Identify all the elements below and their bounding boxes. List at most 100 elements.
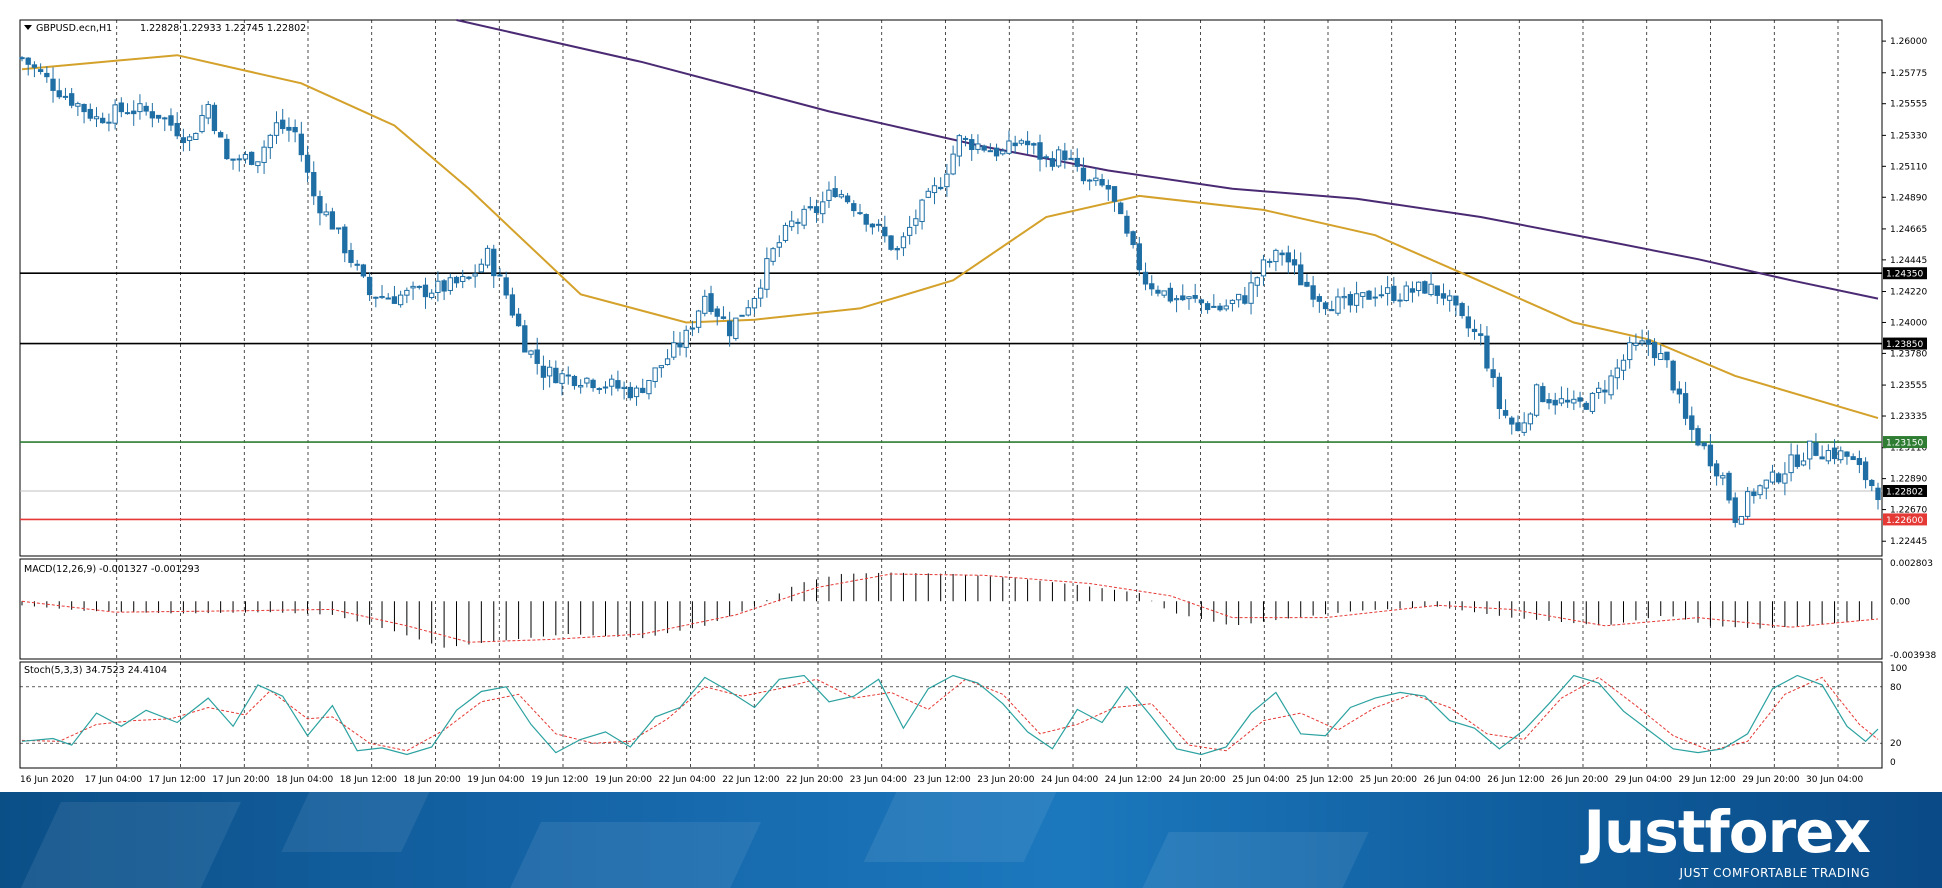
candle-body — [1391, 285, 1397, 302]
time-tick-label: 19 Jun 20:00 — [595, 775, 652, 785]
candle-body — [1875, 487, 1881, 500]
candle-body — [677, 342, 683, 348]
candle-body — [1440, 293, 1447, 299]
candle-body — [900, 236, 907, 249]
candle-body — [1788, 454, 1794, 474]
candle-body — [1099, 179, 1105, 186]
candle-body — [1310, 285, 1316, 300]
time-axis: 16 Jun 2020 17 Jun 04:00 17 Jun 12:00 17 Ju… — [20, 775, 1863, 785]
level-label-box — [1883, 267, 1927, 280]
moving-average-fast-line — [21, 54, 1879, 420]
time-tick-label: 24 Jun 04:00 — [1041, 775, 1098, 785]
time-tick-label: 26 Jun 04:00 — [1424, 775, 1481, 785]
candle-body — [1471, 328, 1478, 333]
price-panel-frame — [19, 19, 1883, 557]
macd-title: MACD(12,26,9) -0.001327 -0.001293 — [24, 564, 200, 575]
candle-body — [1397, 299, 1403, 302]
candle-body — [174, 122, 180, 137]
candle-body — [528, 350, 534, 355]
decorative-shape — [281, 792, 439, 852]
candle-body — [1869, 479, 1875, 487]
candle-body — [1782, 473, 1788, 484]
candle-body — [422, 284, 429, 298]
candle-body — [584, 377, 590, 384]
candle-body — [1813, 442, 1819, 456]
candle-body — [466, 276, 472, 279]
time-tick-label: 29 Jun 04:00 — [1615, 775, 1672, 785]
candle-body — [1639, 340, 1645, 344]
candle-body — [205, 104, 211, 119]
candle-body — [1000, 150, 1006, 155]
candle-body — [1509, 417, 1515, 425]
candle-body — [180, 137, 187, 144]
time-tick-label: 30 Jun 04:00 — [1806, 775, 1863, 785]
candle-body — [596, 388, 602, 391]
candle-body — [280, 119, 286, 130]
candle-body — [944, 173, 950, 188]
candle-body — [807, 206, 813, 209]
candle-body — [1006, 140, 1012, 154]
candle-body — [1434, 285, 1440, 296]
price-tick-label: 1.22670 — [1890, 506, 1927, 516]
candle-body — [689, 327, 696, 330]
price-tick-label: 1.22890 — [1890, 475, 1927, 485]
candle-body — [484, 247, 491, 266]
time-tick-label: 19 Jun 04:00 — [467, 775, 524, 785]
candle-body — [1372, 296, 1378, 299]
time-tick-label: 17 Jun 20:00 — [212, 775, 269, 785]
time-tick-label: 22 Jun 12:00 — [722, 775, 779, 785]
candle-body — [1757, 485, 1763, 496]
candle-body — [199, 115, 205, 133]
candle-body — [1105, 185, 1111, 190]
candle-body — [646, 379, 652, 395]
candle-body — [1180, 295, 1186, 301]
candle-body — [1676, 388, 1683, 395]
stochastic-tick-label: 80 — [1890, 683, 1902, 693]
candle-body — [962, 137, 969, 140]
candle-body — [1521, 422, 1527, 433]
candle-body — [397, 294, 404, 306]
candle-body — [453, 276, 460, 284]
candle-body — [1285, 252, 1291, 263]
candle-body — [1409, 288, 1416, 293]
candle-body — [1552, 399, 1558, 406]
price-tick-label: 1.24890 — [1890, 193, 1927, 203]
level-label: 1.24350 — [1886, 270, 1923, 280]
decorative-shape — [499, 822, 761, 888]
candle-body — [565, 374, 571, 377]
candle-body — [627, 386, 633, 399]
candle-body — [19, 57, 25, 60]
candle-body — [298, 133, 304, 156]
candle-body — [323, 211, 329, 216]
candle-body — [1335, 296, 1341, 314]
candle-body — [522, 325, 528, 353]
candle-body — [342, 226, 348, 254]
price-tick-label: 1.24000 — [1890, 318, 1927, 328]
decorative-shape — [19, 802, 241, 888]
candle-body — [1260, 259, 1267, 277]
candle-body — [137, 103, 143, 113]
candle-body — [155, 114, 162, 119]
candle-body — [1453, 295, 1459, 306]
candle-body — [540, 365, 547, 378]
candle-body — [789, 220, 795, 228]
price-tick-label: 1.22445 — [1890, 537, 1927, 547]
candle-body — [391, 296, 398, 304]
candle-body — [1838, 450, 1844, 461]
candle-body — [1062, 150, 1068, 161]
stochastic-tick-label: 20 — [1890, 739, 1902, 749]
candle-body — [1267, 260, 1273, 263]
candle-body — [1732, 497, 1738, 523]
candle-body — [292, 126, 298, 133]
candle-body — [1136, 243, 1142, 271]
candle-body — [1776, 473, 1782, 483]
candle-body — [193, 132, 199, 140]
candle-body — [938, 186, 944, 190]
dropdown-triangle-icon[interactable] — [24, 25, 32, 30]
candle-body — [1223, 305, 1229, 310]
candle-body — [652, 367, 658, 382]
candle-body — [1428, 283, 1434, 296]
candle-body — [1167, 287, 1174, 302]
price-tick-label: 1.23780 — [1890, 349, 1927, 359]
candle-body — [186, 136, 193, 141]
